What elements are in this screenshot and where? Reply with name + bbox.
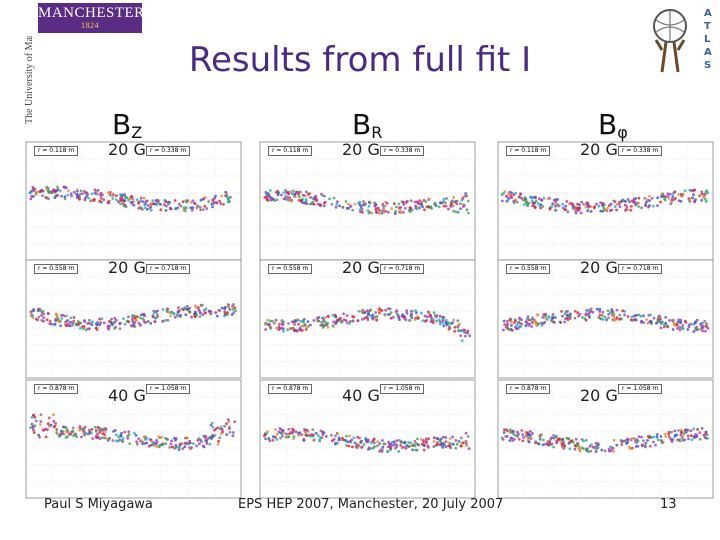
scale-label: 20 G [342,258,380,277]
residual-plot-panel [25,379,242,499]
residual-plot-panel [497,141,714,261]
radius-label-right: r = 0.338 m [618,146,663,156]
atlas-letter: T [704,21,711,32]
radius-label-left: r = 0.878 m [268,384,313,394]
residual-plot-panel [259,379,476,499]
radius-label-left: r = 0.558 m [268,264,313,274]
radius-label-left: r = 0.878 m [506,384,551,394]
slide-title: Results from full fit I [188,40,532,80]
residual-plot-panel [25,259,242,379]
footer-author: Paul S Miyagawa [44,497,153,512]
radius-label-right: r = 1.058 m [380,384,425,394]
scale-label: 20 G [580,386,618,405]
column-header-br: BR [352,108,383,142]
scale-label: 40 G [342,386,380,405]
residual-plot-panel [497,379,714,499]
radius-label-right: r = 1.058 m [618,384,663,394]
atlas-letter: A [704,47,712,58]
radius-label-right: r = 0.718 m [146,264,191,274]
university-vertical-text: The University of Manchester [24,36,35,124]
manchester-logo: MANCHESTER 1824 [38,3,145,33]
radius-label-left: r = 0.118 m [506,146,551,156]
scale-label: 20 G [580,258,618,277]
radius-label-left: r = 0.558 m [506,264,551,274]
scale-label: 20 G [342,140,380,159]
scale-label: 40 G [108,386,146,405]
footer-event: EPS HEP 2007, Manchester, 20 July 2007 [238,497,504,512]
scale-label: 20 G [108,140,146,159]
radius-label-right: r = 0.338 m [380,146,425,156]
radius-label-right: r = 0.718 m [618,264,663,274]
scale-label: 20 G [580,140,618,159]
logo-text: MANCHESTER [38,5,145,21]
column-header-bz: BZ [112,108,143,142]
radius-label-left: r = 0.118 m [34,146,79,156]
residual-plot-panel [497,259,714,379]
radius-label-left: r = 0.878 m [34,384,79,394]
residual-plot-panel [259,259,476,379]
radius-label-left: r = 0.558 m [34,264,79,274]
atlas-letter: A [704,8,712,19]
column-header-bphi: Bφ [598,108,628,142]
residual-plot-panel [259,141,476,261]
atlas-letter: L [704,34,711,45]
logo-year: 1824 [81,21,99,30]
atlas-letter: S [704,60,711,71]
radius-label-right: r = 0.338 m [146,146,191,156]
svg-text:The University of Manchester: The University of Manchester [24,36,35,124]
residual-plot-panel [25,141,242,261]
radius-label-right: r = 0.718 m [380,264,425,274]
footer-page-number: 13 [660,497,677,512]
scale-label: 20 G [108,258,146,277]
radius-label-left: r = 0.118 m [268,146,313,156]
radius-label-right: r = 1.058 m [146,384,191,394]
